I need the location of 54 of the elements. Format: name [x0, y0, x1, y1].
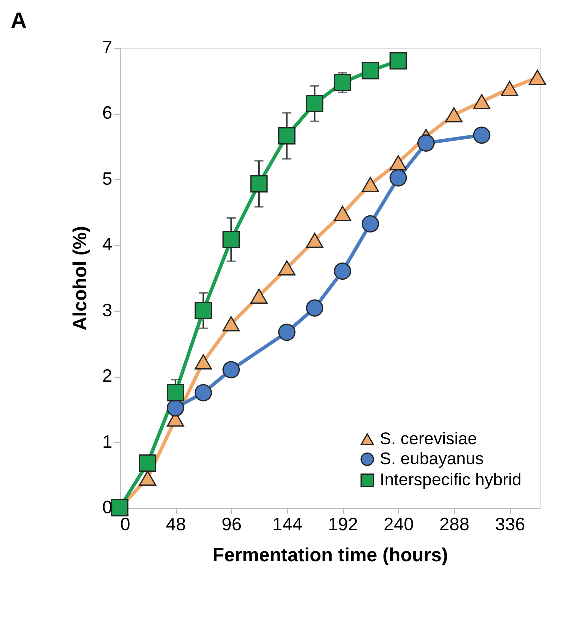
y-tick-label: 7	[102, 38, 112, 58]
point	[139, 470, 157, 486]
x-tick-label: 48	[166, 514, 186, 534]
y-tick-label: 5	[102, 168, 112, 189]
chart-title: A	[10, 8, 27, 33]
point	[194, 354, 212, 370]
point	[362, 177, 380, 192]
point	[390, 52, 408, 70]
point	[501, 81, 518, 96]
point	[250, 288, 268, 304]
point	[250, 175, 268, 193]
point	[278, 127, 296, 145]
point	[390, 169, 408, 187]
legend-label: S. eubayanus	[380, 450, 484, 468]
x-tick-label: 0	[120, 514, 131, 534]
point	[362, 62, 380, 80]
point	[222, 316, 240, 332]
point	[278, 324, 296, 342]
point	[278, 260, 296, 276]
x-tick-label: 192	[328, 514, 358, 534]
point	[334, 206, 352, 222]
point	[222, 231, 240, 249]
y-axis-title: Alcohol (%)	[70, 226, 92, 331]
y-tick-label: 2	[102, 366, 112, 386]
x-tick-label: 240	[384, 514, 414, 534]
point	[445, 107, 463, 123]
x-tick-label: 96	[222, 514, 242, 534]
point	[306, 232, 324, 248]
point	[362, 215, 380, 233]
point	[529, 70, 546, 86]
x-tick-label: 336	[495, 514, 526, 534]
point	[418, 134, 435, 152]
point	[194, 302, 212, 320]
y-tick-label: 0	[102, 498, 112, 518]
y-tick-label: 6	[102, 103, 112, 124]
x-axis-title: Fermentation time (hours)	[212, 546, 448, 566]
point	[167, 384, 184, 402]
y-tick-label: 3	[102, 300, 112, 320]
point	[390, 155, 408, 171]
x-tick-label: 288	[440, 514, 470, 534]
point	[194, 384, 212, 402]
legend-label: S. cerevisiae	[380, 430, 478, 448]
y-tick-label: 4	[102, 234, 112, 255]
y-tick-label: 1	[102, 432, 112, 452]
point	[139, 454, 157, 472]
point	[334, 262, 352, 280]
point	[306, 300, 324, 317]
point	[306, 95, 324, 113]
legend-label: Interspecific hybrid	[380, 470, 522, 490]
point	[222, 361, 240, 379]
point	[334, 74, 352, 92]
x-tick-label: 144	[272, 514, 303, 534]
point	[473, 126, 491, 144]
point	[473, 94, 491, 110]
